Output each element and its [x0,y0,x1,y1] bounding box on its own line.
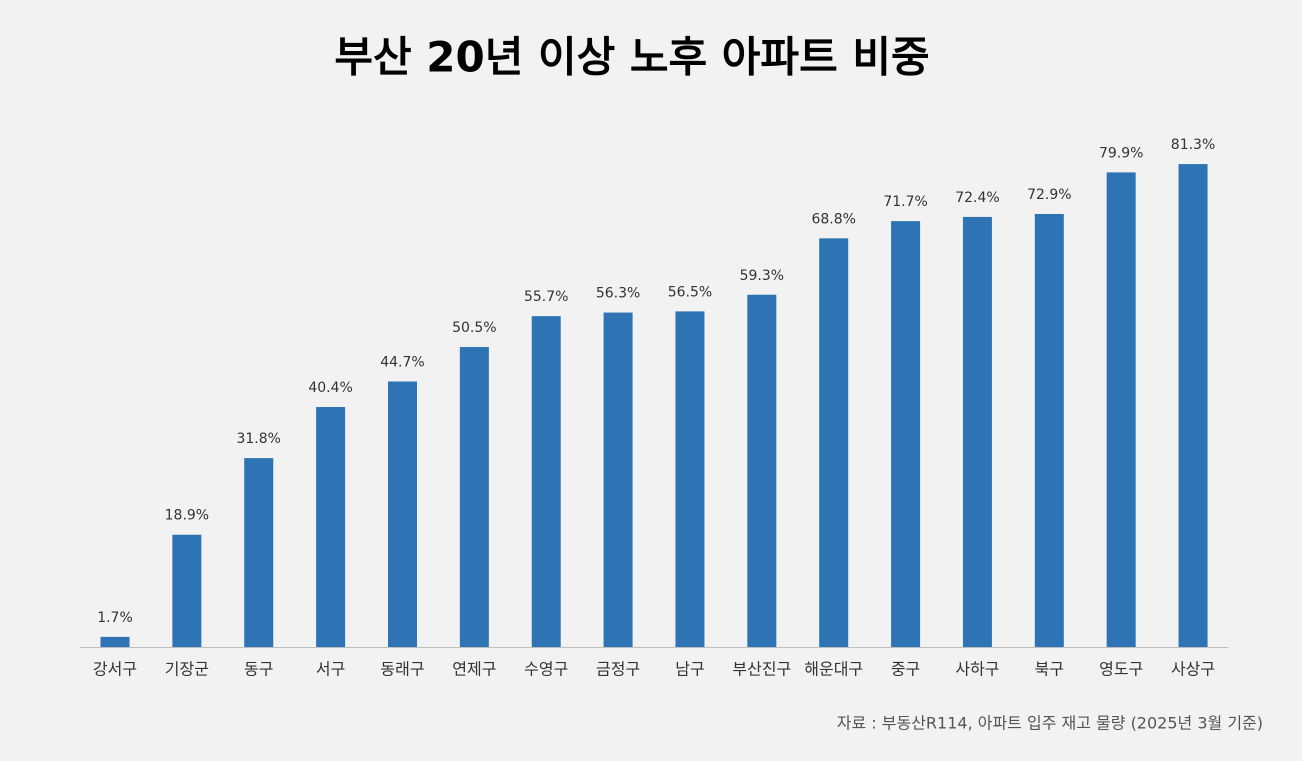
bar [172,534,202,647]
bar [747,294,777,647]
value-label: 40.4% [308,380,352,396]
bar [962,216,992,647]
value-label: 50.5% [452,320,496,336]
x-tick-label: 사상구 [1171,660,1215,679]
source-note: 자료 : 부동산R114, 아파트 입주 재고 물량 (2025년 3월 기준) [837,714,1263,733]
bar [1178,164,1208,647]
bar [387,381,417,647]
value-label: 55.7% [524,289,568,305]
x-tick-label: 남구 [675,660,704,679]
bar [244,458,274,647]
value-label: 1.7% [97,610,133,626]
value-label: 72.4% [955,190,999,206]
value-label: 79.9% [1099,145,1143,161]
value-label: 59.3% [740,268,784,284]
bar [819,238,849,647]
x-tick-label: 강서구 [93,660,137,679]
bar [459,347,489,647]
bar [675,311,705,647]
bar [1034,213,1064,647]
x-tick-label: 기장군 [165,660,209,679]
x-tick-label: 중구 [891,660,920,679]
x-tick-label: 영도구 [1099,660,1143,679]
x-tick-label: 동구 [244,660,273,679]
bar [891,221,921,648]
x-tick-label: 수영구 [524,660,568,679]
bar [531,316,561,647]
bar [1106,172,1136,648]
value-label: 18.9% [165,508,209,524]
value-label: 81.3% [1171,137,1215,153]
bar [100,636,130,647]
x-tick-label: 북구 [1035,660,1064,679]
value-label: 68.8% [811,211,855,227]
x-tick-label: 서구 [316,660,345,679]
chart-title: 부산 20년 이상 노후 아파트 비중 [334,33,929,82]
value-label: 71.7% [883,194,927,210]
x-tick-label: 해운대구 [804,660,863,679]
x-tick-label: 부산진구 [732,660,791,679]
bar [316,407,346,647]
value-label: 56.5% [668,284,712,300]
x-tick-label: 동래구 [380,660,424,679]
x-tick-label: 금정구 [596,660,640,679]
value-label: 31.8% [236,431,280,447]
x-tick-label: 연제구 [452,660,496,679]
value-label: 56.3% [596,286,640,302]
value-label: 44.7% [380,354,424,370]
x-tick-label: 사하구 [955,660,999,679]
bar [603,312,633,647]
value-label: 72.9% [1027,187,1071,203]
